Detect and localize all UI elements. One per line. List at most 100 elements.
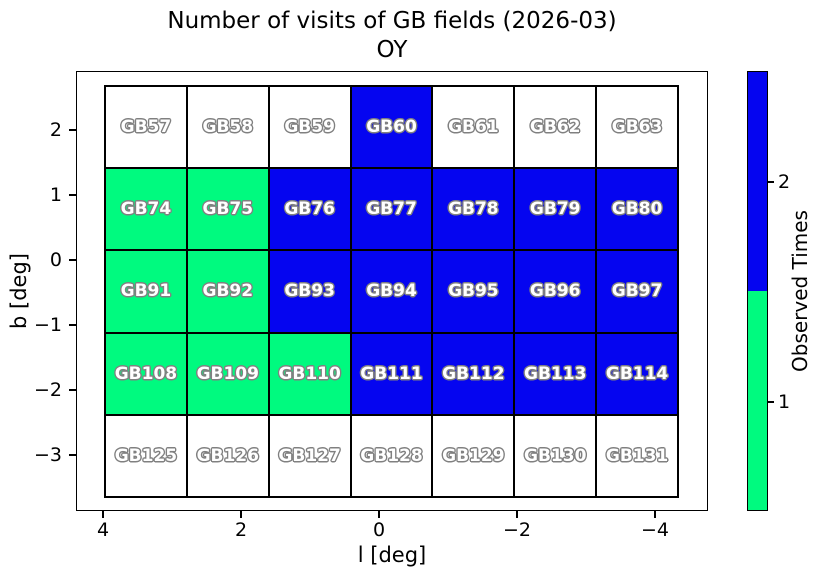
field-cell-gb94: GB94 bbox=[350, 250, 433, 333]
field-cell-gb110: GB110 bbox=[268, 332, 351, 415]
field-cell-label: GB93 bbox=[284, 281, 335, 302]
colorbar bbox=[747, 71, 768, 511]
field-cell-gb97: GB97 bbox=[596, 250, 678, 333]
field-cell-label: GB79 bbox=[529, 199, 581, 220]
field-cell-gb77: GB77 bbox=[350, 168, 433, 251]
colorbar-segment-1 bbox=[748, 291, 767, 510]
y-tick-mark bbox=[69, 454, 76, 456]
chart-title: Number of visits of GB fields (2026-03) bbox=[167, 8, 617, 34]
field-cell-gb129: GB129 bbox=[432, 414, 515, 497]
field-cell-gb126: GB126 bbox=[186, 414, 269, 497]
plot-area: GB57 GB58 GB59 GB60 GB61 GB62 GB63 GB74 GB75 GB76… bbox=[76, 71, 708, 511]
field-cell-gb91: GB91 bbox=[105, 250, 187, 333]
field-cell-label: GB110 bbox=[278, 363, 341, 384]
field-cell-gb79: GB79 bbox=[514, 168, 597, 251]
field-cell-label: GB127 bbox=[278, 445, 341, 466]
field-cell-label: GB114 bbox=[605, 363, 669, 384]
field-grid: GB57 GB58 GB59 GB60 GB61 GB62 GB63 GB74 GB75 GB76… bbox=[104, 85, 679, 498]
field-cell-label: GB61 bbox=[448, 117, 499, 138]
field-cell-gb96: GB96 bbox=[514, 250, 597, 333]
y-tick-label: 2 bbox=[49, 119, 62, 141]
field-cell-label: GB91 bbox=[120, 281, 172, 302]
colorbar-segment-2 bbox=[748, 72, 767, 291]
colorbar-label: Observed Times bbox=[788, 210, 812, 372]
field-cell-label: GB78 bbox=[448, 199, 499, 220]
field-cell-gb80: GB80 bbox=[596, 168, 678, 251]
x-axis-label: l [deg] bbox=[357, 543, 427, 567]
field-cell-label: GB74 bbox=[120, 199, 172, 220]
field-cell-label: GB80 bbox=[611, 199, 663, 220]
field-cell-gb59: GB59 bbox=[268, 86, 351, 169]
field-cell-gb111: GB111 bbox=[350, 332, 433, 415]
field-cell-gb78: GB78 bbox=[432, 168, 515, 251]
field-cell-label: GB126 bbox=[196, 445, 259, 466]
y-tick-label: 1 bbox=[49, 184, 62, 206]
field-cell-label: GB60 bbox=[366, 117, 417, 138]
field-cell-label: GB112 bbox=[442, 363, 505, 384]
x-tick-mark bbox=[378, 511, 380, 518]
y-tick-mark bbox=[69, 324, 76, 326]
field-cell-label: GB76 bbox=[284, 199, 335, 220]
field-cell-label: GB92 bbox=[202, 281, 254, 302]
field-cell-gb125: GB125 bbox=[105, 414, 187, 497]
colorbar-tick-label: 2 bbox=[778, 171, 791, 193]
field-cell-gb74: GB74 bbox=[105, 168, 187, 251]
field-cell-label: GB95 bbox=[448, 281, 499, 302]
y-tick-mark bbox=[69, 389, 76, 391]
field-cell-label: GB129 bbox=[442, 445, 505, 466]
x-tick-mark bbox=[240, 511, 242, 518]
colorbar-tick-mark bbox=[768, 181, 774, 183]
field-cell-gb61: GB61 bbox=[432, 86, 515, 169]
field-cell-gb114: GB114 bbox=[596, 332, 678, 415]
y-tick-label: −3 bbox=[33, 444, 62, 466]
field-cell-gb127: GB127 bbox=[268, 414, 351, 497]
x-tick-label: 0 bbox=[372, 519, 386, 541]
x-tick-label: 2 bbox=[234, 519, 248, 541]
field-cell-gb128: GB128 bbox=[350, 414, 433, 497]
field-cell-gb131: GB131 bbox=[596, 414, 678, 497]
field-cell-label: GB58 bbox=[202, 117, 254, 138]
field-cell-gb63: GB63 bbox=[596, 86, 678, 169]
field-cell-gb109: GB109 bbox=[186, 332, 269, 415]
field-cell-gb75: GB75 bbox=[186, 168, 269, 251]
chart-subtitle: OY bbox=[376, 37, 408, 63]
y-tick-label: −1 bbox=[33, 314, 62, 336]
field-cell-gb58: GB58 bbox=[186, 86, 269, 169]
field-cell-label: GB125 bbox=[114, 445, 178, 466]
x-tick-mark bbox=[102, 511, 104, 518]
y-tick-label: 0 bbox=[49, 249, 62, 271]
field-cell-label: GB75 bbox=[202, 199, 254, 220]
field-cell-gb76: GB76 bbox=[268, 168, 351, 251]
x-tick-mark bbox=[654, 511, 656, 518]
field-cell-label: GB62 bbox=[529, 117, 581, 138]
field-cell-gb113: GB113 bbox=[514, 332, 597, 415]
field-cell-gb57: GB57 bbox=[105, 86, 187, 169]
field-cell-label: GB128 bbox=[360, 445, 423, 466]
field-cell-label: GB108 bbox=[114, 363, 178, 384]
y-tick-mark bbox=[69, 194, 76, 196]
y-tick-mark bbox=[69, 129, 76, 131]
field-cell-label: GB77 bbox=[366, 199, 417, 220]
field-cell-label: GB113 bbox=[524, 363, 587, 384]
field-cell-label: GB131 bbox=[605, 445, 669, 466]
colorbar-tick-label: 1 bbox=[778, 391, 791, 413]
x-tick-mark bbox=[516, 511, 518, 518]
field-cell-label: GB130 bbox=[524, 445, 587, 466]
field-cell-label: GB57 bbox=[120, 117, 172, 138]
field-cell-label: GB97 bbox=[611, 281, 663, 302]
field-cell-label: GB59 bbox=[284, 117, 335, 138]
y-axis-label: b [deg] bbox=[7, 253, 31, 329]
field-cell-label: GB96 bbox=[529, 281, 581, 302]
x-tick-label: 4 bbox=[96, 519, 110, 541]
x-tick-label: −4 bbox=[640, 519, 670, 541]
field-cell-gb93: GB93 bbox=[268, 250, 351, 333]
field-cell-label: GB94 bbox=[366, 281, 417, 302]
field-cell-label: GB109 bbox=[196, 363, 259, 384]
y-tick-mark bbox=[69, 259, 76, 261]
x-tick-label: −2 bbox=[502, 519, 532, 541]
colorbar-tick-mark bbox=[768, 401, 774, 403]
field-cell-gb62: GB62 bbox=[514, 86, 597, 169]
field-cell-gb112: GB112 bbox=[432, 332, 515, 415]
field-cell-gb108: GB108 bbox=[105, 332, 187, 415]
